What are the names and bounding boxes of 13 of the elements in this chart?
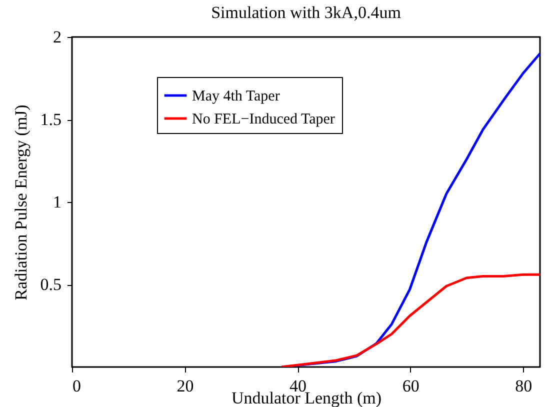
y-tick-label: 0.5	[40, 275, 62, 294]
y-axis-title: Radiation Pulse Energy (mJ)	[11, 104, 30, 300]
legend-label: No FEL−Induced Taper	[192, 112, 335, 128]
x-tick-label: 60	[402, 376, 420, 396]
line-series	[280, 273, 540, 367]
y-tick-label: 1	[53, 192, 62, 212]
chart-title: Simulation with 3kA,0.4um	[211, 3, 401, 22]
legend-label: May 4th Taper	[192, 88, 280, 104]
y-tick-label: 1.5	[40, 110, 62, 129]
x-tick-label: 20	[176, 376, 194, 396]
y-tick-label: 2	[53, 28, 62, 46]
x-tick-label: 0	[72, 376, 81, 396]
x-tick-label: 80	[515, 376, 532, 396]
